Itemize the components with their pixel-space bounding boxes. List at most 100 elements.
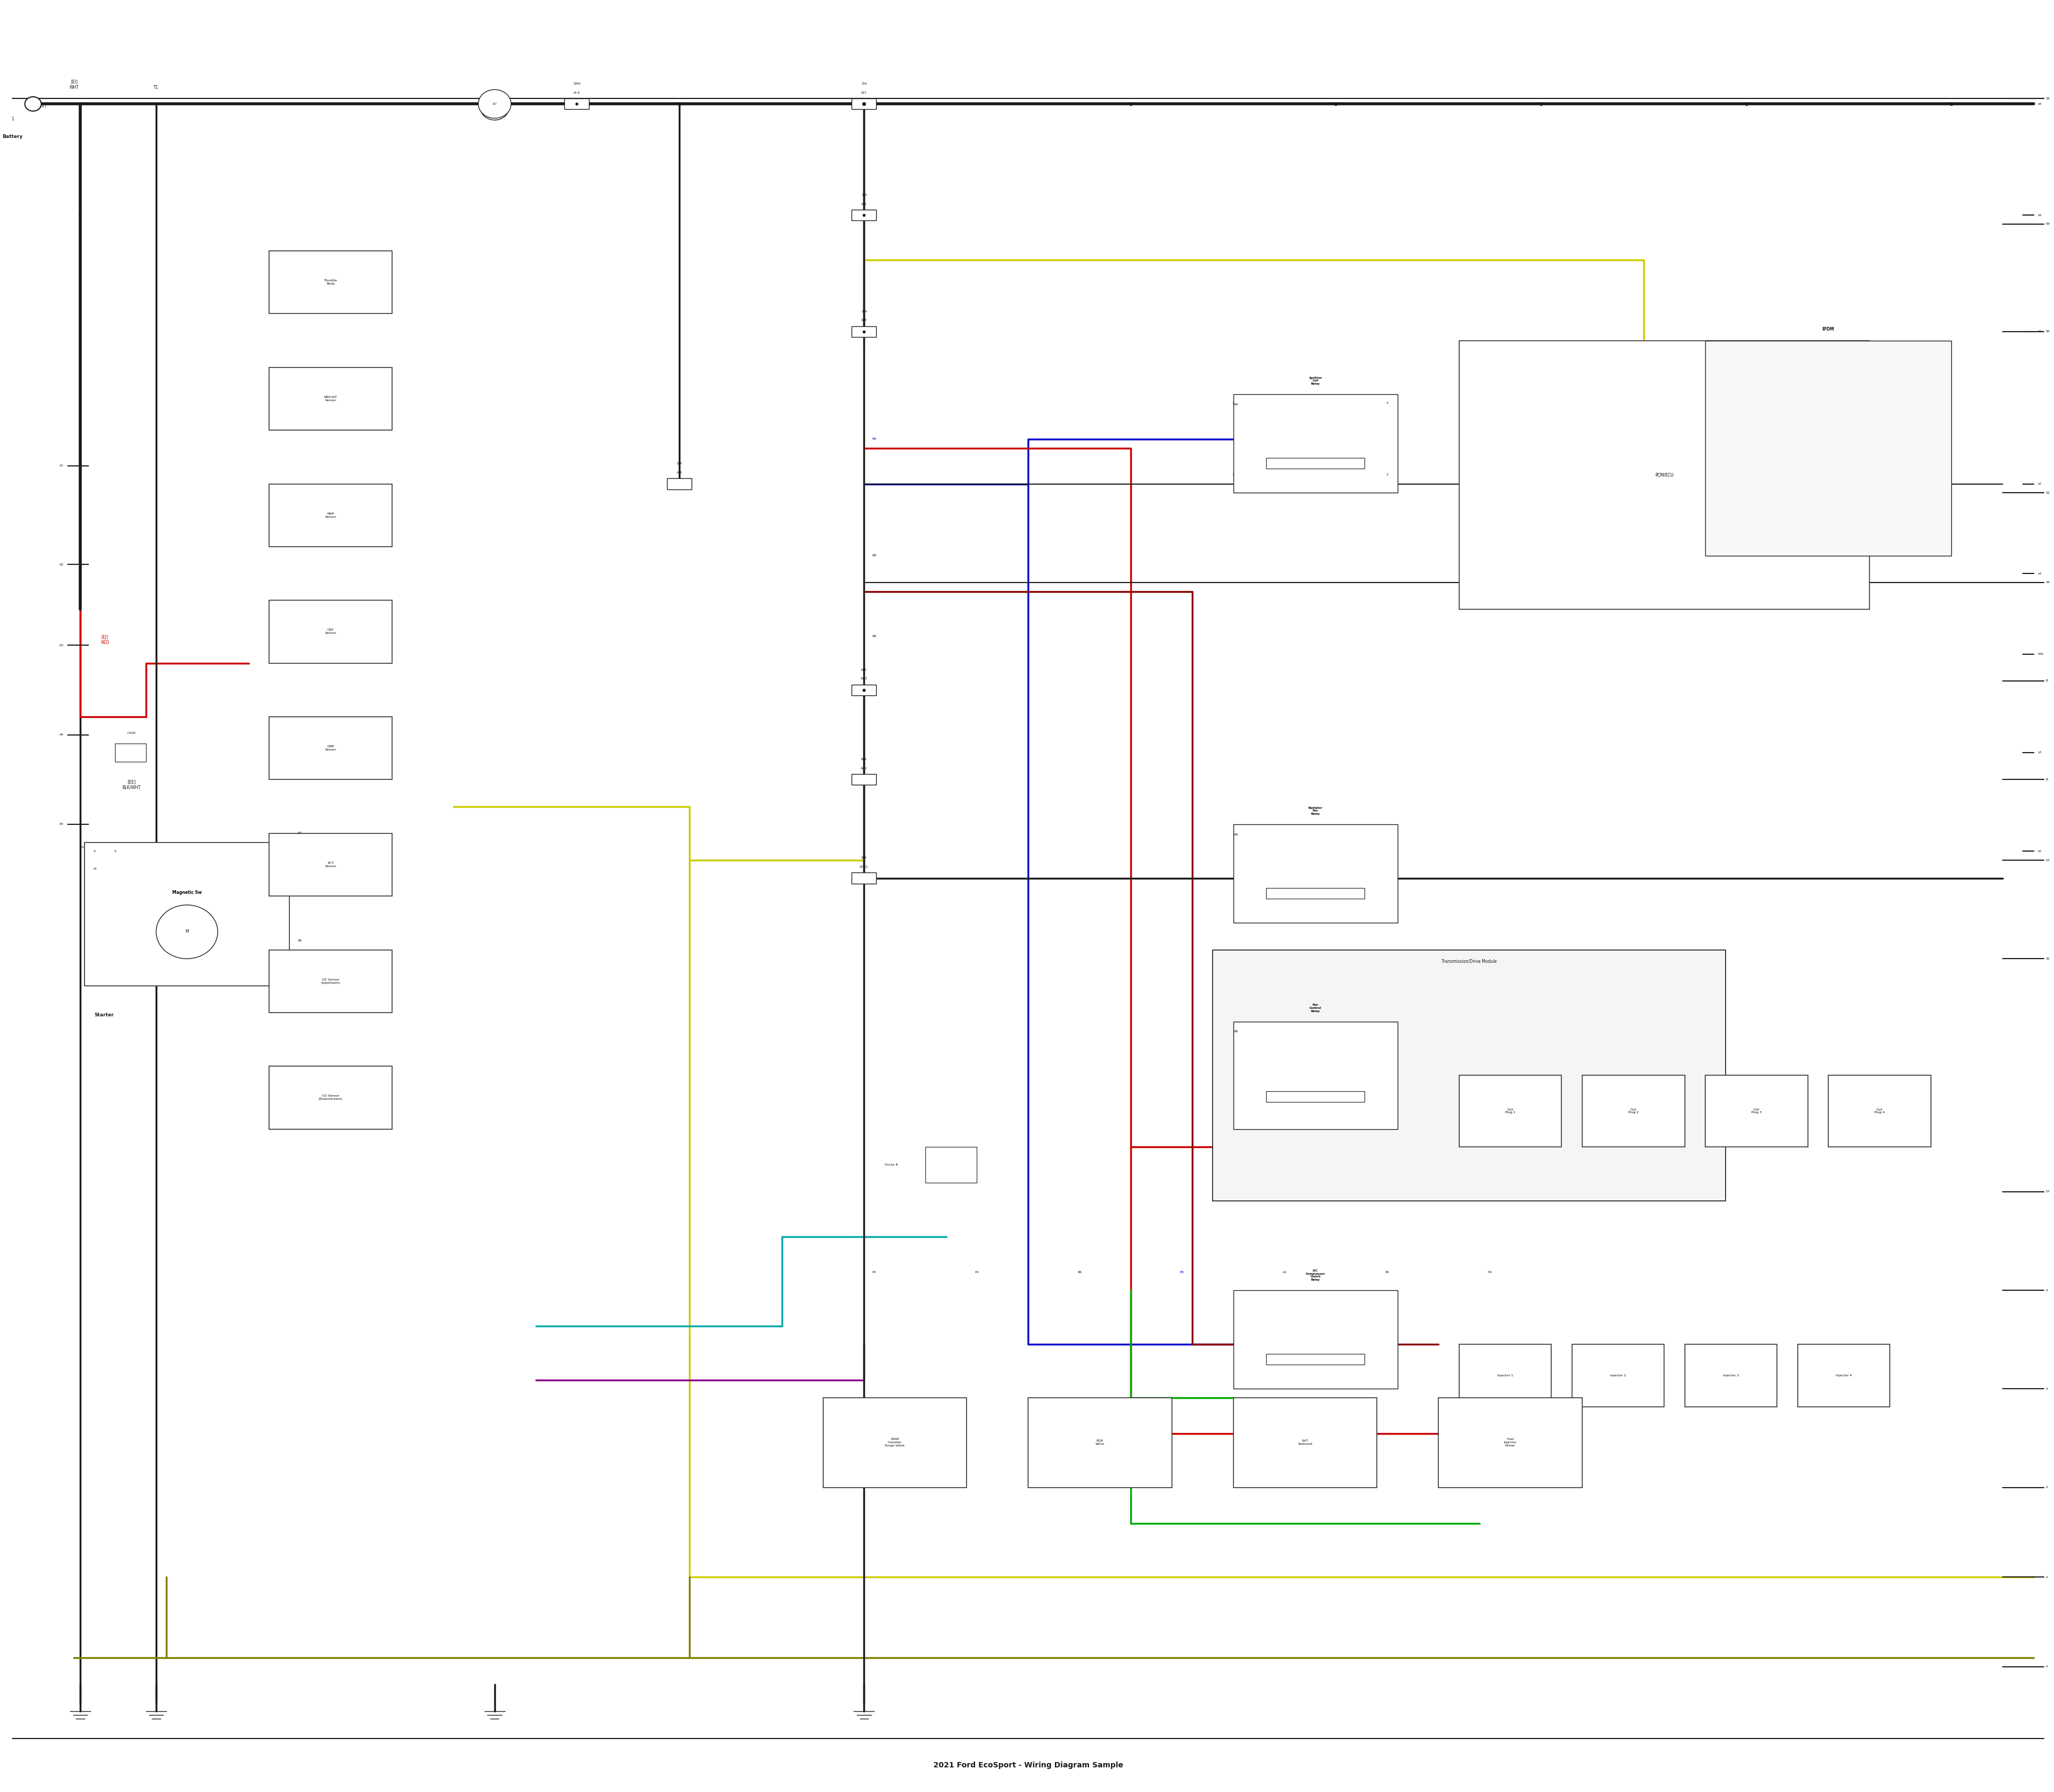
Text: M9: M9	[1232, 833, 1239, 835]
Text: M4: M4	[1232, 403, 1239, 405]
Text: 20A: 20A	[861, 857, 867, 858]
Circle shape	[479, 90, 511, 118]
Text: B7: B7	[298, 831, 302, 835]
Text: [EI]
WHT: [EI] WHT	[70, 79, 78, 90]
Circle shape	[156, 905, 218, 959]
Text: B: B	[2046, 778, 2048, 781]
Text: ALT: ALT	[493, 102, 497, 106]
Text: P4: P4	[1487, 1271, 1491, 1274]
Text: 4: 4	[1386, 401, 1389, 405]
Bar	[1232, 1290, 1397, 1389]
Text: (+): (+)	[39, 104, 47, 109]
Text: s3: s3	[2038, 751, 2042, 754]
Bar	[1438, 1398, 1582, 1487]
Text: 60A: 60A	[861, 668, 867, 670]
Text: C408: C408	[127, 733, 136, 735]
Text: s5: s5	[2038, 849, 2042, 853]
Text: CKP
Sensor: CKP Sensor	[325, 629, 337, 634]
Text: CMP
Sensor: CMP Sensor	[325, 745, 337, 751]
Bar	[1232, 1021, 1397, 1129]
Bar	[852, 99, 877, 109]
Text: [EE]
BLK/WHT: [EE] BLK/WHT	[121, 780, 142, 790]
Bar	[1571, 1344, 1664, 1407]
Text: Magnetic Sw: Magnetic Sw	[173, 891, 201, 894]
Bar	[1265, 1091, 1364, 1102]
Text: A29: A29	[861, 319, 867, 321]
Text: Coil
Plug 4: Coil Plug 4	[1875, 1107, 1886, 1115]
Bar	[1458, 1344, 1551, 1407]
Text: T1: T1	[154, 84, 158, 90]
Text: B5: B5	[1179, 1271, 1185, 1274]
Text: Coil
Plug 1: Coil Plug 1	[1506, 1107, 1516, 1115]
Bar	[565, 99, 589, 109]
Bar	[824, 1398, 967, 1487]
Bar	[1232, 824, 1397, 923]
Text: Fan
Control
Relay: Fan Control Relay	[1308, 1004, 1321, 1012]
Text: M8: M8	[1232, 1030, 1239, 1032]
Text: S3: S3	[2046, 858, 2050, 862]
Text: 1: 1	[1232, 473, 1234, 477]
Bar	[1265, 459, 1364, 470]
Text: S4: S4	[2046, 581, 2050, 584]
Bar	[1828, 1075, 1931, 1147]
Text: 1: 1	[10, 116, 14, 122]
Text: A3: A3	[60, 643, 64, 647]
Text: O2 Sensor
(Upstream): O2 Sensor (Upstream)	[320, 978, 341, 984]
Text: s8: s8	[2038, 102, 2042, 106]
Bar	[269, 367, 392, 430]
Text: A2-1: A2-1	[861, 767, 867, 769]
Text: Starter: Starter	[94, 1012, 115, 1018]
Bar	[1705, 340, 1951, 556]
Text: MAF/IAT
Sensor: MAF/IAT Sensor	[325, 396, 337, 401]
Text: 15A: 15A	[861, 82, 867, 84]
Text: Injector 1: Injector 1	[1497, 1374, 1514, 1376]
Bar	[1705, 1075, 1808, 1147]
Text: S: S	[115, 849, 117, 853]
Text: P3: P3	[873, 1271, 877, 1274]
Text: B8: B8	[873, 554, 877, 557]
Text: P6: P6	[1384, 1271, 1389, 1274]
Bar	[1582, 1075, 1684, 1147]
Text: S2: S2	[2046, 491, 2050, 495]
Text: T4: T4	[80, 846, 84, 849]
Text: s9: s9	[2038, 213, 2042, 217]
Text: A: A	[2046, 1665, 2048, 1668]
Text: S6: S6	[2046, 330, 2050, 333]
Text: M: M	[92, 867, 97, 871]
Text: B: B	[2046, 679, 2048, 683]
Text: B4: B4	[873, 437, 877, 441]
Text: A2-3: A2-3	[861, 677, 867, 679]
Text: A4: A4	[60, 733, 64, 737]
Text: MAP
Sensor: MAP Sensor	[325, 513, 337, 518]
Bar	[269, 484, 392, 547]
Text: 15A: 15A	[676, 462, 682, 464]
Text: M: M	[185, 930, 189, 934]
Text: 60A: 60A	[861, 758, 867, 760]
Bar	[852, 326, 877, 337]
Text: A: A	[2046, 1387, 2048, 1391]
Text: S9: S9	[2046, 222, 2050, 226]
Bar	[1458, 1075, 1561, 1147]
Text: 10A: 10A	[861, 310, 867, 312]
Text: Ignition
Coil
Relay: Ignition Coil Relay	[1308, 376, 1323, 385]
Text: Battery: Battery	[2, 134, 23, 140]
Text: EVAP
Canister
Purge Valve: EVAP Canister Purge Valve	[885, 1439, 904, 1446]
Bar	[1265, 889, 1364, 900]
Text: B8: B8	[873, 634, 877, 638]
Text: 2021 Ford EcoSport - Wiring Diagram Sample: 2021 Ford EcoSport - Wiring Diagram Samp…	[933, 1762, 1124, 1769]
Text: Coil
Plug 3: Coil Plug 3	[1752, 1107, 1762, 1115]
Text: A: A	[2046, 1486, 2048, 1489]
Text: A22: A22	[861, 202, 867, 204]
Bar	[668, 478, 692, 489]
Text: s6b: s6b	[2038, 652, 2044, 656]
Text: s2: s2	[2038, 482, 2042, 486]
Text: A2-11: A2-11	[861, 866, 869, 867]
Bar	[852, 685, 877, 695]
Text: O2 Sensor
(Downstream): O2 Sensor (Downstream)	[318, 1095, 343, 1100]
Text: 15A: 15A	[861, 194, 867, 195]
Text: [EJ]
RED: [EJ] RED	[101, 634, 109, 645]
Bar	[269, 950, 392, 1012]
Text: A1: A1	[1282, 1271, 1286, 1274]
Text: A21: A21	[861, 91, 867, 93]
Text: PCM/ECU: PCM/ECU	[1656, 473, 1674, 477]
